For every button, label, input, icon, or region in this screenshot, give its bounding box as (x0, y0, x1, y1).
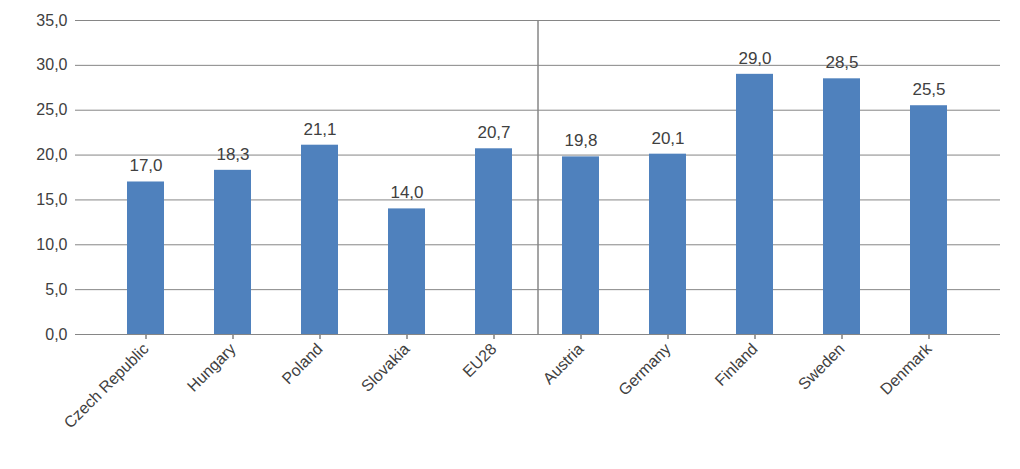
svg-text:5,0: 5,0 (45, 281, 67, 298)
svg-text:20,7: 20,7 (477, 123, 510, 142)
svg-text:25,5: 25,5 (912, 80, 945, 99)
svg-text:Denmark: Denmark (877, 339, 936, 398)
svg-text:30,0: 30,0 (36, 56, 67, 73)
svg-text:10,0: 10,0 (36, 236, 67, 253)
svg-text:Hungary: Hungary (184, 340, 239, 395)
svg-text:14,0: 14,0 (390, 183, 423, 202)
svg-text:Poland: Poland (278, 340, 325, 387)
svg-text:21,1: 21,1 (303, 120, 336, 139)
svg-text:Germany: Germany (615, 340, 674, 399)
svg-text:Austria: Austria (540, 340, 587, 387)
svg-text:18,3: 18,3 (216, 145, 249, 164)
svg-text:19,8: 19,8 (564, 131, 597, 150)
svg-text:20,1: 20,1 (651, 129, 684, 148)
svg-text:25,0: 25,0 (36, 101, 67, 118)
svg-text:Czech Republic: Czech Republic (60, 340, 151, 431)
svg-text:Sweden: Sweden (795, 340, 848, 393)
svg-text:35,0: 35,0 (36, 12, 67, 29)
svg-text:Finland: Finland (712, 340, 761, 389)
svg-text:17,0: 17,0 (129, 156, 162, 175)
svg-text:28,5: 28,5 (825, 53, 858, 72)
svg-text:0,0: 0,0 (45, 326, 67, 343)
svg-text:29,0: 29,0 (738, 49, 771, 68)
svg-text:20,0: 20,0 (36, 146, 67, 163)
svg-text:Slovakia: Slovakia (358, 340, 413, 395)
svg-text:EU28: EU28 (459, 340, 499, 380)
svg-text:15,0: 15,0 (36, 191, 67, 208)
